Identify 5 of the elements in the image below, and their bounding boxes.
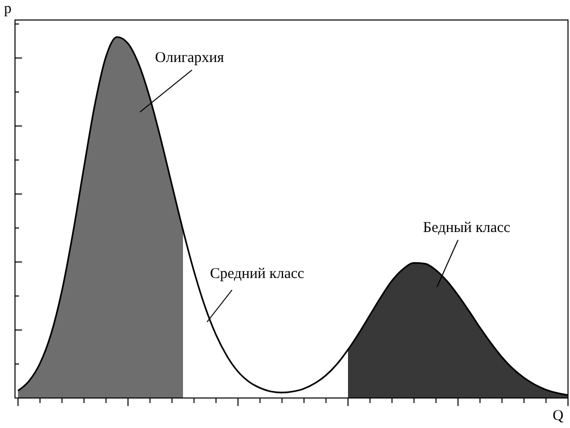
annotation: Олигархия <box>155 50 224 66</box>
y-axis-title: p <box>4 1 12 17</box>
x-axis-title: Q <box>552 408 564 424</box>
annotation: Бедный класс <box>423 220 511 236</box>
annotation: Средний класс <box>210 266 305 282</box>
